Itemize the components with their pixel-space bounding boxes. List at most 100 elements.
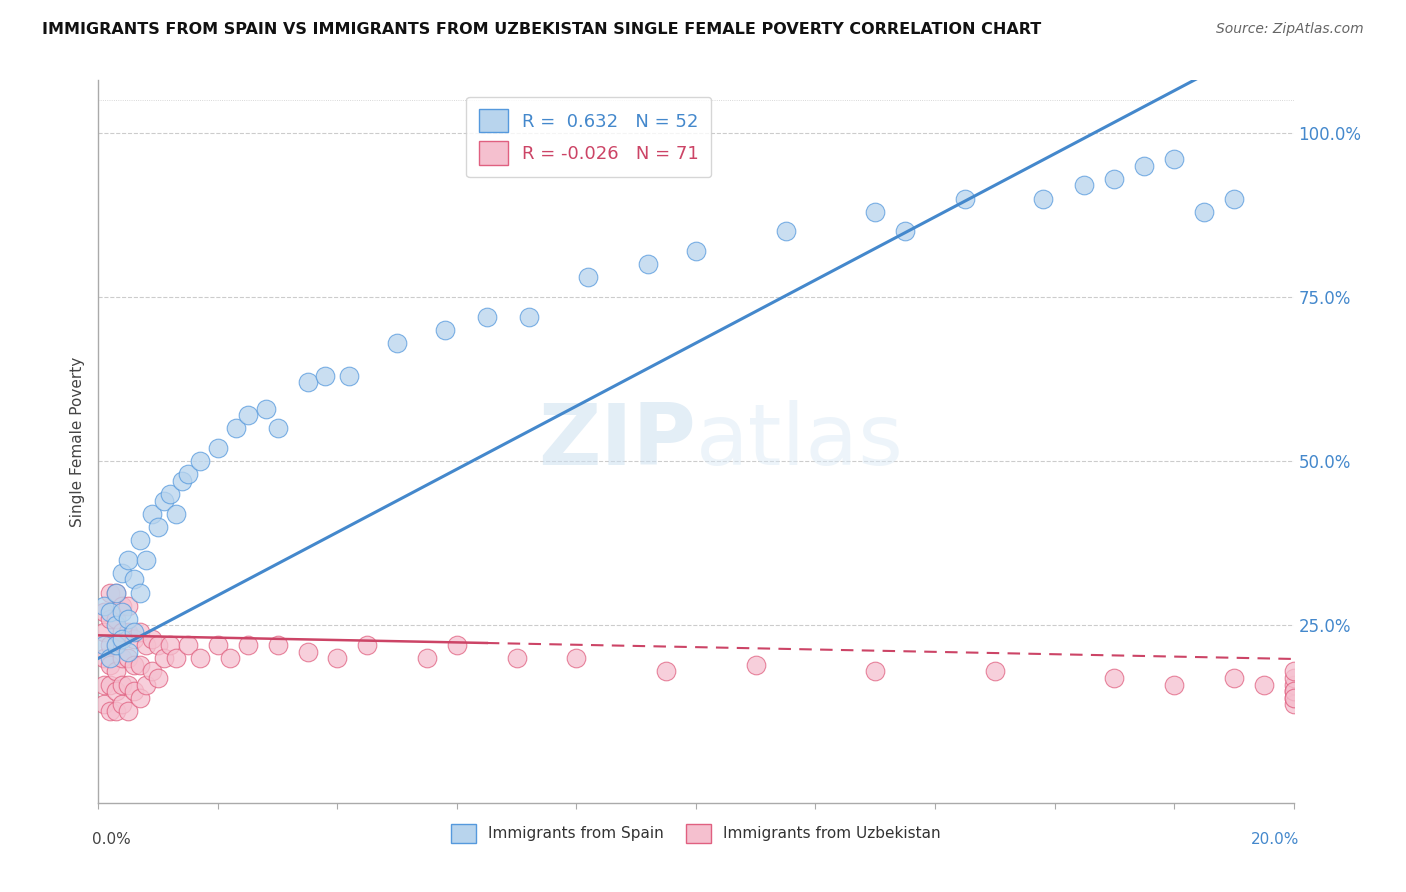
Text: 0.0%: 0.0%	[93, 832, 131, 847]
Point	[117, 651, 139, 665]
Point	[1223, 192, 1246, 206]
Point	[93, 638, 115, 652]
Point	[98, 704, 122, 718]
Point	[141, 507, 163, 521]
Text: ZIP: ZIP	[538, 400, 696, 483]
Point	[124, 657, 146, 672]
Point	[93, 698, 115, 712]
Text: atlas: atlas	[696, 400, 904, 483]
Point	[129, 657, 152, 672]
Point	[225, 421, 247, 435]
Point	[98, 612, 122, 626]
Point	[865, 665, 887, 679]
Point	[98, 677, 122, 691]
Point	[165, 651, 187, 665]
Point	[124, 573, 146, 587]
Text: 20.0%: 20.0%	[1251, 832, 1299, 847]
Point	[207, 638, 229, 652]
Point	[124, 625, 146, 640]
Point	[1133, 159, 1156, 173]
Point	[865, 204, 887, 219]
Point	[894, 224, 917, 238]
Point	[1073, 178, 1095, 193]
Point	[267, 638, 290, 652]
Point	[111, 599, 134, 613]
Point	[1282, 690, 1305, 705]
Point	[446, 638, 468, 652]
Point	[117, 645, 139, 659]
Point	[1104, 171, 1126, 186]
Point	[637, 257, 659, 271]
Point	[135, 553, 157, 567]
Point	[117, 612, 139, 626]
Point	[1282, 677, 1305, 691]
Point	[297, 645, 319, 659]
Point	[93, 605, 115, 619]
Point	[565, 651, 588, 665]
Point	[1253, 677, 1275, 691]
Point	[165, 507, 187, 521]
Point	[105, 684, 128, 698]
Point	[148, 671, 170, 685]
Point	[129, 690, 152, 705]
Point	[129, 585, 152, 599]
Point	[188, 651, 211, 665]
Point	[105, 585, 128, 599]
Point	[141, 665, 163, 679]
Point	[111, 698, 134, 712]
Point	[434, 323, 457, 337]
Point	[105, 638, 128, 652]
Point	[1282, 665, 1305, 679]
Text: IMMIGRANTS FROM SPAIN VS IMMIGRANTS FROM UZBEKISTAN SINGLE FEMALE POVERTY CORREL: IMMIGRANTS FROM SPAIN VS IMMIGRANTS FROM…	[42, 22, 1042, 37]
Point	[98, 638, 122, 652]
Point	[315, 368, 337, 383]
Point	[188, 454, 211, 468]
Point	[517, 310, 540, 324]
Point	[111, 625, 134, 640]
Point	[105, 704, 128, 718]
Point	[93, 625, 115, 640]
Point	[98, 605, 122, 619]
Y-axis label: Single Female Poverty: Single Female Poverty	[70, 357, 86, 526]
Point	[236, 638, 259, 652]
Point	[105, 665, 128, 679]
Point	[105, 638, 128, 652]
Point	[236, 409, 259, 423]
Point	[105, 618, 128, 632]
Point	[111, 651, 134, 665]
Point	[124, 632, 146, 646]
Point	[1032, 192, 1054, 206]
Point	[159, 487, 181, 501]
Point	[148, 638, 170, 652]
Point	[1104, 671, 1126, 685]
Point	[339, 368, 361, 383]
Point	[745, 657, 768, 672]
Point	[135, 677, 157, 691]
Point	[172, 474, 194, 488]
Point	[1163, 152, 1185, 166]
Point	[93, 651, 115, 665]
Point	[475, 310, 498, 324]
Point	[111, 632, 134, 646]
Point	[326, 651, 349, 665]
Point	[111, 566, 134, 580]
Point	[117, 599, 139, 613]
Point	[117, 677, 139, 691]
Point	[1282, 690, 1305, 705]
Point	[141, 632, 163, 646]
Point	[267, 421, 290, 435]
Point	[1282, 684, 1305, 698]
Point	[1282, 671, 1305, 685]
Point	[177, 638, 200, 652]
Point	[1282, 684, 1305, 698]
Point	[105, 585, 128, 599]
Legend: Immigrants from Spain, Immigrants from Uzbekistan: Immigrants from Spain, Immigrants from U…	[446, 817, 946, 849]
Point	[685, 244, 707, 258]
Point	[1192, 204, 1215, 219]
Point	[356, 638, 378, 652]
Point	[207, 441, 229, 455]
Point	[98, 651, 122, 665]
Point	[1223, 671, 1246, 685]
Point	[129, 533, 152, 547]
Point	[219, 651, 242, 665]
